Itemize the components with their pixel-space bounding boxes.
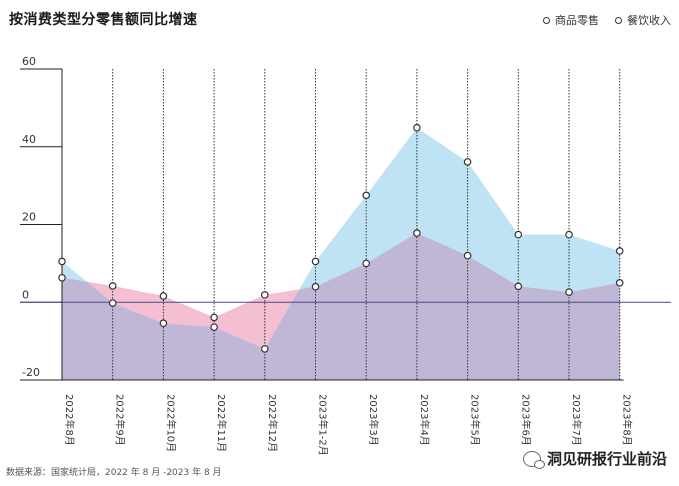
point-retail <box>362 259 371 268</box>
point-catering <box>615 247 624 255</box>
x-tick-label: 2022年8月 <box>63 394 76 446</box>
point-retail <box>108 282 117 290</box>
legend-item-retail: 商品零售 <box>543 12 599 28</box>
x-tick-label: 2022年12月 <box>266 394 279 452</box>
source-note: 数据来源：国家统计局，2022 年 8 月 -2023 年 8 月 <box>6 468 222 478</box>
point-catering <box>311 257 320 266</box>
x-tick-label: 2023年5月 <box>469 394 482 446</box>
watermark: 洞见研报行业前沿 <box>522 448 667 469</box>
y-tick-label: 0 <box>22 288 29 301</box>
point-retail <box>514 282 523 291</box>
legend-marker-catering-icon <box>615 16 622 24</box>
point-retail <box>463 251 472 260</box>
point-catering <box>260 345 269 353</box>
y-tick-label: 20 <box>22 211 36 224</box>
wechat-icon <box>522 450 545 469</box>
x-tick-label: 2022年10月 <box>164 394 177 452</box>
point-catering <box>565 230 573 239</box>
point-catering <box>108 299 117 307</box>
point-retail <box>311 282 320 291</box>
legend: 商品零售 餐饮收入 <box>543 12 671 28</box>
point-retail <box>260 291 269 299</box>
x-tick-label: 2023年4月 <box>418 394 431 446</box>
y-tick-label: 60 <box>22 55 36 68</box>
point-catering <box>210 323 218 331</box>
x-tick-label: 2023年7月 <box>570 394 583 446</box>
point-catering <box>514 230 523 239</box>
x-tick-label: 2022年11月 <box>215 394 228 452</box>
legend-marker-retail-icon <box>543 16 550 24</box>
legend-label-retail: 商品零售 <box>555 14 599 27</box>
point-retail <box>210 313 218 322</box>
legend-item-catering: 餐饮收入 <box>615 12 671 28</box>
x-tick-label: 2023年3月 <box>367 394 380 446</box>
x-tick-label: 2023年8月 <box>621 394 634 446</box>
chart-title: 按消费类型分零售额同比增速 <box>9 12 198 28</box>
point-catering <box>159 319 168 328</box>
point-retail <box>565 288 573 296</box>
x-tick-label: 2023年6月 <box>519 394 532 446</box>
point-catering <box>413 123 421 132</box>
x-tick-label: 2022年9月 <box>114 394 127 446</box>
point-retail <box>159 292 168 300</box>
point-catering <box>463 158 472 166</box>
point-catering <box>58 257 66 266</box>
y-tick-label: -20 <box>22 366 40 379</box>
watermark-text: 洞见研报行业前沿 <box>546 450 667 468</box>
legend-label-catering: 餐饮收入 <box>627 14 671 27</box>
point-catering <box>362 191 371 200</box>
y-tick-label: 40 <box>22 133 36 146</box>
point-retail <box>413 229 421 237</box>
point-retail <box>615 279 624 287</box>
point-retail <box>58 273 66 282</box>
x-tick-label: 2023年1-2月 <box>317 394 330 456</box>
